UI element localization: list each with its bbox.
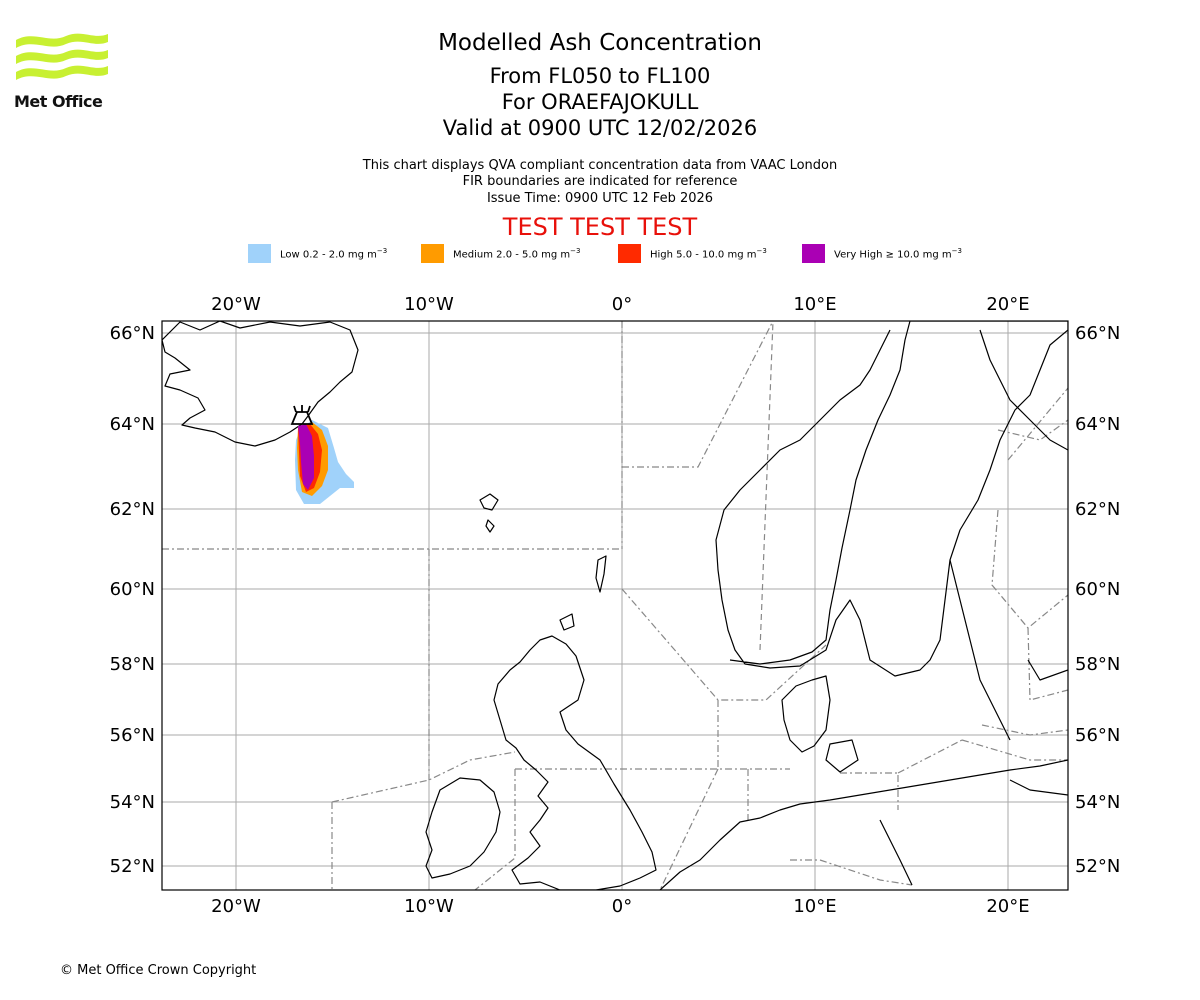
lon-label-bottom: 20°E — [986, 896, 1029, 917]
volcano-icon — [290, 405, 314, 425]
lon-label-top: 20°E — [986, 294, 1029, 315]
lat-label-right: 62°N — [1075, 499, 1120, 520]
test-banner: TEST TEST TEST — [502, 213, 698, 241]
lat-label-left: 56°N — [110, 725, 155, 746]
gridlines — [162, 321, 1068, 890]
map-frame — [161, 320, 1069, 891]
met-office-logo-icon — [16, 33, 108, 80]
lat-label-right: 58°N — [1075, 654, 1120, 675]
legend-swatch-very-high — [802, 244, 825, 263]
lat-label-left: 60°N — [110, 579, 155, 600]
lat-label-left: 66°N — [110, 323, 155, 344]
lat-label-right: 60°N — [1075, 579, 1120, 600]
legend-exponent: −3 — [376, 247, 388, 255]
legend-swatch-low — [248, 244, 271, 263]
lon-label-top: 0° — [612, 294, 632, 315]
coast-denmark — [781, 675, 859, 773]
coast-great-britain — [493, 635, 657, 890]
legend-label-high: High 5.0 - 10.0 mg m — [650, 249, 757, 261]
coast-continent — [659, 759, 1068, 890]
lat-label-left: 58°N — [110, 654, 155, 675]
flight-levels: From FL050 to FL100 — [489, 64, 711, 88]
lon-label-top: 10°W — [404, 294, 454, 315]
coast-faroes — [479, 493, 499, 533]
lon-label-bottom: 10°W — [404, 896, 454, 917]
lon-label-bottom: 0° — [612, 896, 632, 917]
fir-boundaries — [162, 321, 1068, 890]
chart-title: Modelled Ash Concentration — [438, 30, 762, 56]
lat-label-left: 54°N — [110, 792, 155, 813]
legend-exponent: −3 — [570, 247, 581, 255]
issue-time: Issue Time: 0900 UTC 12 Feb 2026 — [486, 191, 714, 206]
coast-shetland — [595, 555, 607, 593]
legend-label-very-high: Very High ≥ 10.0 mg m — [834, 249, 952, 261]
copyright: © Met Office Crown Copyright — [60, 963, 257, 978]
coast-baltic — [979, 329, 1068, 451]
description-line-2: FIR boundaries are indicated for referen… — [462, 174, 738, 189]
lon-label-bottom: 20°W — [211, 896, 261, 917]
axis-labels: 20°W 10°W 0° 10°E 20°E 20°W 10°W 0° 10°E… — [110, 294, 1121, 917]
legend-swatch-high — [618, 244, 641, 263]
legend-exponent: −3 — [951, 247, 962, 255]
lat-label-left: 52°N — [110, 856, 155, 877]
lat-label-right: 56°N — [1075, 725, 1120, 746]
legend-label-low: Low 0.2 - 2.0 mg m — [280, 249, 377, 261]
logo-text: Met Office — [14, 92, 103, 111]
legend-label-medium: Medium 2.0 - 5.0 mg m — [453, 249, 571, 261]
coast-ireland — [425, 777, 501, 879]
lat-label-right: 54°N — [1075, 792, 1120, 813]
description-line-1: This chart displays QVA compliant concen… — [362, 158, 838, 173]
coast-norway — [715, 321, 1068, 677]
coast-iceland — [162, 321, 359, 447]
lat-label-right: 52°N — [1075, 856, 1120, 877]
coastlines — [162, 321, 1068, 890]
lat-label-left: 64°N — [110, 414, 155, 435]
valid-time: Valid at 0900 UTC 12/02/2026 — [442, 116, 758, 140]
lat-label-left: 62°N — [110, 499, 155, 520]
legend-exponent: −3 — [756, 247, 767, 255]
ash-very-high — [298, 424, 314, 490]
lon-label-bottom: 10°E — [793, 896, 836, 917]
volcano-name: For ORAEFAJOKULL — [501, 90, 699, 114]
lon-label-top: 10°E — [793, 294, 836, 315]
lon-label-top: 20°W — [211, 294, 261, 315]
legend: Low 0.2 - 2.0 mg m−3 Medium 2.0 - 5.0 mg… — [248, 244, 1008, 264]
lat-label-right: 66°N — [1075, 323, 1120, 344]
legend-swatch-medium — [421, 244, 444, 263]
ash-plume — [295, 420, 354, 504]
coast-orkney — [559, 613, 575, 631]
lat-label-right: 64°N — [1075, 414, 1120, 435]
